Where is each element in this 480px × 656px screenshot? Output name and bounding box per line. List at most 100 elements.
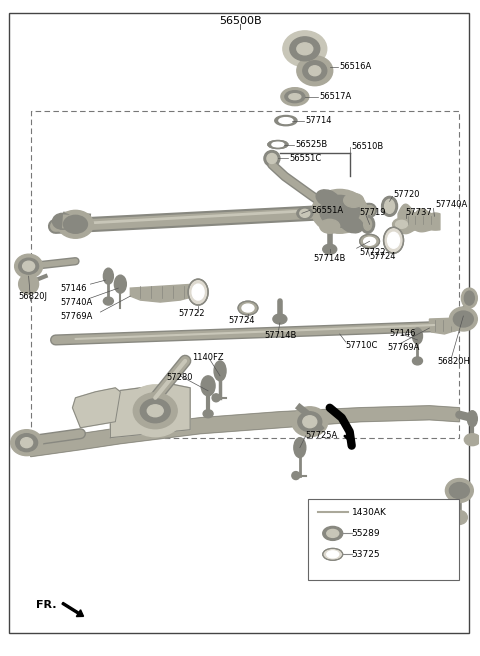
Ellipse shape <box>292 407 328 437</box>
Ellipse shape <box>360 234 380 248</box>
Ellipse shape <box>297 207 313 219</box>
Ellipse shape <box>285 91 305 102</box>
Ellipse shape <box>275 115 297 125</box>
Ellipse shape <box>11 430 43 456</box>
Ellipse shape <box>214 361 226 381</box>
Polygon shape <box>430 318 457 334</box>
Text: 56500B: 56500B <box>219 16 261 26</box>
Ellipse shape <box>387 232 399 248</box>
Text: 56525B: 56525B <box>296 140 328 149</box>
Text: 57280: 57280 <box>166 373 192 382</box>
Ellipse shape <box>445 479 473 502</box>
Ellipse shape <box>312 190 368 234</box>
Ellipse shape <box>298 412 322 432</box>
Ellipse shape <box>468 411 477 426</box>
Ellipse shape <box>188 279 208 305</box>
Ellipse shape <box>23 261 35 271</box>
FancyArrow shape <box>62 602 84 617</box>
Text: 57722: 57722 <box>178 308 204 318</box>
Ellipse shape <box>384 227 404 253</box>
Ellipse shape <box>103 297 113 305</box>
Ellipse shape <box>58 211 94 238</box>
Ellipse shape <box>238 301 258 315</box>
Ellipse shape <box>294 438 306 458</box>
Ellipse shape <box>412 328 422 344</box>
Ellipse shape <box>292 472 300 480</box>
Ellipse shape <box>125 385 185 437</box>
Ellipse shape <box>201 376 215 396</box>
Text: 56510B: 56510B <box>352 142 384 151</box>
Ellipse shape <box>281 88 309 106</box>
Ellipse shape <box>212 394 220 401</box>
Ellipse shape <box>103 268 113 284</box>
Ellipse shape <box>297 43 313 55</box>
FancyBboxPatch shape <box>308 499 459 581</box>
Text: 56820H: 56820H <box>437 358 470 367</box>
Ellipse shape <box>393 218 410 230</box>
Ellipse shape <box>309 66 321 75</box>
Ellipse shape <box>133 393 177 429</box>
Text: 57714: 57714 <box>306 116 332 125</box>
Ellipse shape <box>272 142 284 147</box>
Ellipse shape <box>16 434 37 451</box>
Text: 57737: 57737 <box>406 208 432 217</box>
Ellipse shape <box>297 56 333 86</box>
Text: 57740A: 57740A <box>60 298 93 306</box>
Ellipse shape <box>300 209 310 217</box>
Ellipse shape <box>63 215 87 234</box>
Text: 57714B: 57714B <box>313 254 346 262</box>
Ellipse shape <box>140 399 170 422</box>
Ellipse shape <box>323 244 336 255</box>
Text: 57710C: 57710C <box>346 341 378 350</box>
Ellipse shape <box>19 274 38 294</box>
Ellipse shape <box>52 213 72 230</box>
Ellipse shape <box>364 237 376 245</box>
Ellipse shape <box>273 314 287 324</box>
Text: 56516A: 56516A <box>340 62 372 72</box>
Text: 57714B: 57714B <box>264 331 296 340</box>
Ellipse shape <box>323 548 343 560</box>
Ellipse shape <box>384 199 395 213</box>
Text: 57719: 57719 <box>360 208 386 217</box>
Text: 57769A: 57769A <box>387 344 420 352</box>
Text: 57769A: 57769A <box>60 312 93 321</box>
Text: 57724: 57724 <box>228 316 254 325</box>
Text: 56551A: 56551A <box>312 206 344 215</box>
Ellipse shape <box>279 117 293 123</box>
Ellipse shape <box>454 311 473 327</box>
Ellipse shape <box>327 551 339 558</box>
Text: 57146: 57146 <box>390 329 416 338</box>
Ellipse shape <box>320 195 360 227</box>
Polygon shape <box>130 284 195 302</box>
Text: 55289: 55289 <box>352 529 380 538</box>
Ellipse shape <box>461 288 477 308</box>
Text: 53725: 53725 <box>352 550 380 559</box>
Text: 57722: 57722 <box>360 248 386 256</box>
Text: 57720: 57720 <box>394 190 420 199</box>
Ellipse shape <box>360 215 374 234</box>
Text: 57146: 57146 <box>60 283 87 293</box>
Text: 1140FZ: 1140FZ <box>192 354 224 362</box>
Ellipse shape <box>303 416 317 428</box>
Polygon shape <box>110 384 190 438</box>
Ellipse shape <box>464 291 474 305</box>
Text: 56820J: 56820J <box>19 292 48 300</box>
Ellipse shape <box>327 529 339 537</box>
Ellipse shape <box>412 357 422 365</box>
Ellipse shape <box>316 190 339 207</box>
Ellipse shape <box>268 140 288 148</box>
Ellipse shape <box>344 194 364 207</box>
Ellipse shape <box>290 37 320 61</box>
Ellipse shape <box>464 434 480 445</box>
Ellipse shape <box>382 196 397 216</box>
Text: 57725A: 57725A <box>306 431 338 440</box>
Polygon shape <box>31 406 459 457</box>
Text: FR.: FR. <box>36 600 56 610</box>
Ellipse shape <box>451 510 468 524</box>
Ellipse shape <box>289 94 301 100</box>
Text: 56517A: 56517A <box>320 92 352 101</box>
Polygon shape <box>72 388 120 428</box>
Ellipse shape <box>21 438 33 447</box>
Text: 1430AK: 1430AK <box>352 508 386 517</box>
Text: 56551C: 56551C <box>290 154 322 163</box>
